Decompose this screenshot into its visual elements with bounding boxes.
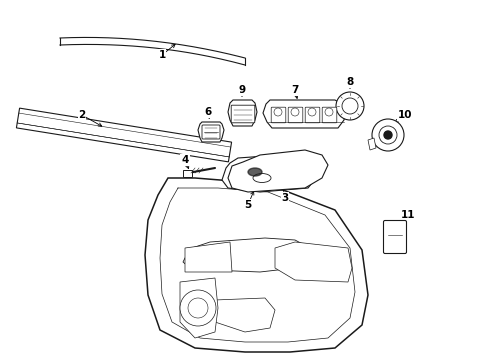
Polygon shape xyxy=(263,100,346,128)
Text: 2: 2 xyxy=(78,110,85,120)
FancyBboxPatch shape xyxy=(231,105,254,123)
Polygon shape xyxy=(180,278,218,338)
Polygon shape xyxy=(183,238,309,272)
Ellipse shape xyxy=(247,168,262,176)
Text: 3: 3 xyxy=(281,193,288,203)
Circle shape xyxy=(180,290,216,326)
Polygon shape xyxy=(184,242,231,272)
Text: 7: 7 xyxy=(291,85,298,95)
Circle shape xyxy=(341,98,357,114)
Polygon shape xyxy=(145,178,367,352)
Text: 6: 6 xyxy=(204,107,211,117)
Ellipse shape xyxy=(252,174,270,183)
Circle shape xyxy=(290,108,298,116)
Polygon shape xyxy=(215,298,274,332)
Text: 9: 9 xyxy=(238,85,245,95)
Polygon shape xyxy=(274,242,351,282)
FancyBboxPatch shape xyxy=(182,170,191,176)
FancyBboxPatch shape xyxy=(202,125,220,139)
Circle shape xyxy=(187,298,207,318)
Polygon shape xyxy=(367,138,375,150)
Circle shape xyxy=(383,131,391,139)
Text: 11: 11 xyxy=(400,210,414,220)
FancyBboxPatch shape xyxy=(383,220,406,253)
Text: 4: 4 xyxy=(181,155,188,165)
Text: 8: 8 xyxy=(346,77,353,87)
Polygon shape xyxy=(227,150,327,192)
Circle shape xyxy=(335,92,363,120)
Circle shape xyxy=(378,126,396,144)
Circle shape xyxy=(325,108,332,116)
FancyBboxPatch shape xyxy=(287,107,302,123)
FancyBboxPatch shape xyxy=(305,107,319,123)
Circle shape xyxy=(371,119,403,151)
FancyBboxPatch shape xyxy=(322,107,336,123)
Circle shape xyxy=(307,108,315,116)
Polygon shape xyxy=(198,122,224,142)
Text: 5: 5 xyxy=(244,200,251,210)
FancyBboxPatch shape xyxy=(271,107,285,123)
Polygon shape xyxy=(17,108,231,162)
Polygon shape xyxy=(227,100,257,126)
Polygon shape xyxy=(222,155,317,192)
Text: 10: 10 xyxy=(397,110,411,120)
Text: 1: 1 xyxy=(158,50,165,60)
Circle shape xyxy=(273,108,282,116)
